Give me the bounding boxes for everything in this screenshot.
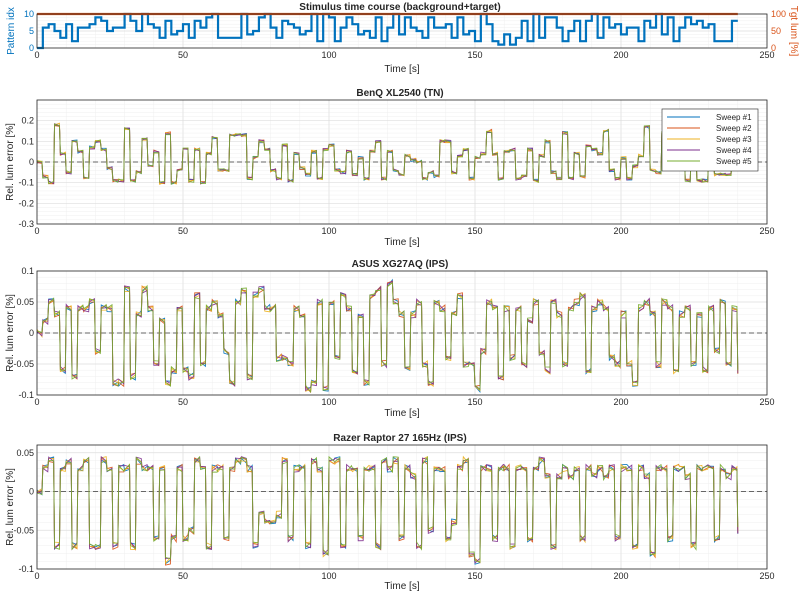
- x-tick-label: 0: [34, 571, 39, 581]
- legend-label-sweep-5: Sweep #5: [716, 157, 752, 166]
- legend-label-sweep-4: Sweep #4: [716, 146, 752, 155]
- panel-benq: BenQ XL2540 (TN) 0 50 100 150 200 250 -0.3-0.…: [5, 88, 775, 248]
- x-tick-label: 250: [759, 571, 774, 581]
- panel-title: Razer Raptor 27 165Hz (IPS): [333, 433, 466, 444]
- y-axis-label: Rel. lum error [%]: [5, 123, 16, 201]
- panel-stimulus: Stimulus time course (background+target)…: [6, 2, 799, 75]
- plot-lines: [36, 455, 767, 566]
- x-tick-label: 50: [178, 226, 188, 236]
- x-tick-label: 50: [178, 50, 188, 60]
- legend-label-sweep-1: Sweep #1: [716, 113, 752, 122]
- x-axis-label: Time [s]: [384, 237, 419, 248]
- y-axis-label: Rel. lum error [%]: [5, 468, 16, 546]
- x-axis-label: Time [s]: [384, 64, 419, 75]
- y-tick-label: -0.05: [13, 525, 34, 535]
- y-tick-label: -0.1: [18, 564, 34, 574]
- y-tick-label-right: 50: [771, 26, 781, 36]
- x-axis-label: Time [s]: [384, 408, 419, 419]
- x-tick-label: 0: [34, 226, 39, 236]
- x-tick-label: 0: [34, 397, 39, 407]
- y-tick-label-right: 0: [771, 43, 776, 53]
- x-tick-label: 200: [613, 397, 628, 407]
- y-tick-label: 0.2: [21, 116, 34, 126]
- x-tick-labels: 0 50 100 150 200 250: [34, 397, 774, 407]
- y-tick-label: 0.05: [16, 448, 34, 458]
- sweep-line: [36, 123, 739, 185]
- x-tick-label: 200: [613, 50, 628, 60]
- legend-label-sweep-3: Sweep #3: [716, 135, 752, 144]
- y-tick-label: -0.2: [18, 198, 34, 208]
- panel-razer: Razer Raptor 27 165Hz (IPS) 0 50 100 150 200…: [5, 433, 775, 592]
- sweep-line: [36, 455, 739, 563]
- x-tick-labels: 0 50 100 150 200 250: [34, 50, 774, 60]
- y-tick-label: -0.1: [18, 178, 34, 188]
- y-tick-label: 0: [29, 487, 34, 497]
- x-tick-labels: 0 50 100 150 200 250: [34, 571, 774, 581]
- y-tick-label: 0.1: [21, 136, 34, 146]
- pattern-index-line: [37, 12, 738, 50]
- x-tick-label: 200: [613, 226, 628, 236]
- y-tick-label: 0: [29, 43, 34, 53]
- x-tick-label: 50: [178, 571, 188, 581]
- y-tick-labels-right: 0 50 100: [771, 9, 786, 53]
- y-tick-label: 0: [29, 328, 34, 338]
- x-tick-label: 100: [321, 226, 336, 236]
- legend-label-sweep-2: Sweep #2: [716, 124, 752, 133]
- x-axis-label: Time [s]: [384, 581, 419, 592]
- panel-title: Stimulus time course (background+target): [299, 2, 500, 13]
- y-tick-label: -0.3: [18, 219, 34, 229]
- y-tick-labels-left: 0 5 10: [24, 9, 34, 53]
- x-tick-label: 150: [467, 226, 482, 236]
- y-tick-labels: -0.1 -0.05 0 0.05 0.1: [13, 266, 34, 400]
- axes-box: [36, 444, 768, 570]
- y-tick-label: 10: [24, 9, 34, 19]
- x-tick-label: 50: [178, 397, 188, 407]
- y-axis-label: Rel. lum error [%]: [5, 294, 16, 372]
- y-tick-labels: -0.3 -0.2 -0.1 0 0.1 0.2: [18, 116, 34, 229]
- x-tick-label: 150: [467, 50, 482, 60]
- x-tick-label: 250: [759, 226, 774, 236]
- y-tick-label: 0.1: [21, 266, 34, 276]
- x-tick-label: 100: [321, 571, 336, 581]
- x-tick-label: 150: [467, 571, 482, 581]
- y-tick-label: -0.1: [18, 390, 34, 400]
- panel-asus: ASUS XG27AQ (IPS) 0 50 100 150 200 250 -0.1-0…: [5, 259, 775, 419]
- x-tick-label: 0: [34, 50, 39, 60]
- panel-title: ASUS XG27AQ (IPS): [352, 259, 449, 270]
- x-tick-label: 100: [321, 50, 336, 60]
- y-axis-label-right: Tgt lum [%]: [788, 6, 799, 57]
- y-axis-label-left: Pattern idx: [6, 7, 17, 55]
- legend: Sweep #1 Sweep #2 Sweep #3 Sweep #4 Swee…: [661, 108, 759, 172]
- plot-lines: [36, 122, 767, 185]
- y-tick-label: 0: [29, 157, 34, 167]
- x-tick-label: 250: [759, 397, 774, 407]
- x-tick-labels: 0 50 100 150 200 250: [34, 226, 774, 236]
- y-tick-label: -0.05: [13, 359, 34, 369]
- axes-box: [36, 99, 768, 225]
- x-tick-label: 100: [321, 397, 336, 407]
- sweep-line: [36, 281, 739, 393]
- y-tick-label: 5: [29, 26, 34, 36]
- y-tick-label-right: 100: [771, 9, 786, 19]
- axes-box: [36, 13, 768, 49]
- x-tick-label: 250: [759, 50, 774, 60]
- x-tick-label: 150: [467, 397, 482, 407]
- x-tick-label: 200: [613, 571, 628, 581]
- plot-lines: [36, 278, 767, 394]
- y-tick-label: 0.05: [16, 297, 34, 307]
- y-tick-labels: -0.1 -0.05 0 0.05: [13, 448, 34, 574]
- axes-box: [36, 270, 768, 396]
- panel-title: BenQ XL2540 (TN): [356, 88, 443, 99]
